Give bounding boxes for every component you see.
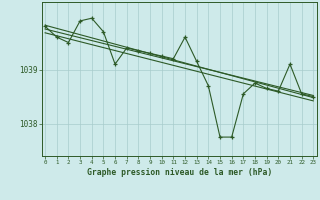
X-axis label: Graphe pression niveau de la mer (hPa): Graphe pression niveau de la mer (hPa) — [87, 168, 272, 177]
